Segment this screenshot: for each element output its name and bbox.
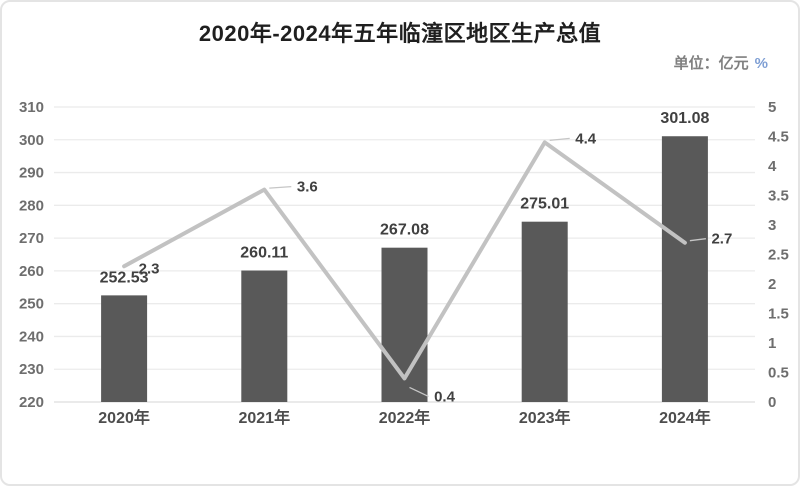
- y-axis-right-tick: 1: [768, 335, 776, 352]
- bar-value-label: 275.01: [520, 196, 569, 213]
- y-axis-right-tick: 3.5: [768, 188, 789, 205]
- x-axis-label: 2024年: [659, 408, 711, 427]
- unit-note-text: 单位：亿元: [673, 55, 749, 72]
- bar-value-label: 267.08: [380, 222, 429, 239]
- unit-note-percent: %: [754, 55, 768, 72]
- bar-2021年: [241, 270, 288, 402]
- y-axis-left-tick: 220: [19, 394, 44, 411]
- y-axis-left-tick: 250: [19, 296, 44, 313]
- y-axis-left-tick: 260: [19, 263, 44, 280]
- y-axis-left-tick: 230: [19, 361, 44, 378]
- line-point-label: 3.6: [297, 179, 318, 196]
- y-axis-right-tick: 5: [768, 99, 776, 116]
- y-axis-right-tick: 4: [768, 158, 777, 175]
- y-axis-left-tick: 310: [19, 99, 44, 116]
- y-axis-right-tick: 1.5: [768, 306, 789, 323]
- bar-value-label: 252.53: [100, 269, 149, 286]
- leader-line: [549, 137, 570, 142]
- bar-value-label: 301.08: [660, 110, 709, 127]
- line-point-label: 2.3: [139, 260, 160, 277]
- bar-2024年: [661, 136, 708, 402]
- bar-2023年: [521, 221, 568, 402]
- leader-line: [269, 185, 292, 189]
- y-axis-right-tick: 0: [768, 394, 776, 411]
- y-axis-right-tick: 2.5: [768, 247, 789, 264]
- y-axis-left-tick: 280: [19, 197, 44, 214]
- y-axis-left-tick: 300: [19, 132, 44, 149]
- x-axis-label: 2022年: [379, 408, 431, 427]
- line-point-label: 4.4: [575, 130, 597, 147]
- leader-line: [689, 238, 706, 242]
- unit-note: 单位：亿元%: [674, 52, 768, 73]
- y-axis-left-tick: 270: [19, 230, 44, 247]
- line-point-label: 2.7: [711, 231, 732, 248]
- leader-line: [409, 386, 429, 397]
- line-point-label: 0.4: [434, 388, 456, 405]
- y-axis-right-tick: 2: [768, 276, 776, 293]
- y-axis-right-tick: 4.5: [768, 129, 789, 146]
- x-axis-label: 2021年: [238, 408, 290, 427]
- x-axis-label: 2020年: [98, 408, 150, 427]
- y-axis-right-tick: 0.5: [768, 365, 789, 382]
- chart-title: 2020年-2024年五年临潼区地区生产总值: [198, 21, 602, 46]
- x-axis-label: 2023年: [519, 408, 571, 427]
- bar-value-label: 260.11: [240, 245, 288, 262]
- growth-line: [122, 140, 687, 381]
- y-axis-left-tick: 240: [19, 328, 44, 345]
- y-axis-left-tick: 290: [19, 165, 44, 182]
- y-axis-right-tick: 3: [768, 217, 776, 234]
- bar-2020年: [101, 295, 148, 402]
